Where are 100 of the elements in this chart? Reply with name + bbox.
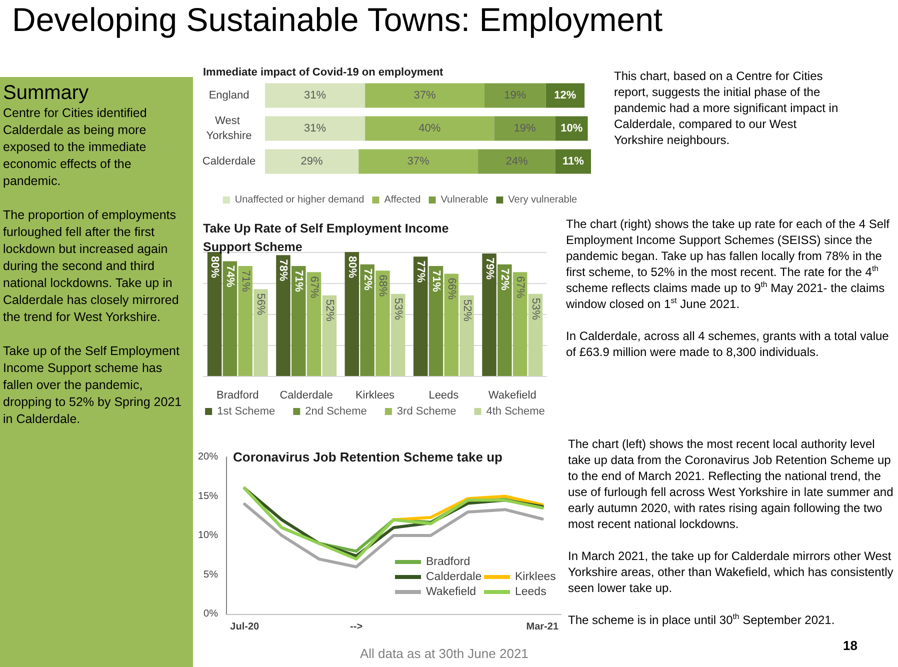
data-label: 19% (514, 122, 536, 134)
data-label: 79% (483, 258, 496, 280)
y-tick-label: 0% (204, 608, 218, 620)
bar (390, 294, 406, 376)
text: This chart, based on a Centre for Cities report, suggests the initial phase of the pandemic had a more significant impact in Calderdale, compared to our West Yorkshire neighbours. (614, 68, 840, 148)
bar (265, 116, 366, 141)
legend-label: Unaffected or higher demand (234, 194, 364, 206)
chart-title: Take Up Rate of Self Employment Income Support Scheme (203, 221, 452, 254)
y-tick-label: West Yorkshire (206, 115, 252, 142)
bar (484, 83, 546, 108)
text: Summary (3, 81, 90, 105)
data-label: 19% (504, 90, 526, 102)
text: The proportion of employments furloughed fell after the first lockdown but increased again during the second and third national lockdowns. Take up in Calderdale has closely mirrored the trend for West Yorkshire. (3, 207, 180, 326)
legend-label: Vulnerable (440, 194, 489, 206)
text: 18 (843, 638, 858, 653)
x-tick-label: --> (350, 622, 363, 632)
text: Centre for Cities identified Calderdale as being more exposed to the immediate economic effects of the pandemic. (3, 105, 148, 190)
bar (482, 254, 496, 376)
data-label: 29% (300, 156, 324, 168)
legend-label: Bradford (426, 556, 470, 568)
data-label: 67% (308, 276, 320, 298)
data-label: 10% (560, 122, 583, 134)
bar (358, 149, 478, 174)
bar (360, 264, 374, 376)
text: The scheme is in place until 30$^{th}$ September 2021. (568, 612, 836, 628)
text: Developing Sustainable Towns: Employment (12, 1, 663, 39)
bar (376, 270, 390, 376)
legend-label: Kirklees (515, 571, 556, 583)
data-label: 53% (392, 298, 404, 320)
bar (478, 149, 556, 174)
bar (265, 149, 359, 174)
bar (460, 295, 474, 376)
data-label: 77% (414, 260, 427, 283)
y-tick-label: England (208, 90, 250, 102)
text: In March 2021, the take up for Calderdale mirrors other West Yorkshire areas, other than Wakefield, which has consistently seen lower take up. (568, 548, 894, 596)
bar (322, 295, 337, 376)
bar (428, 266, 444, 376)
line-series (243, 502, 544, 568)
bar (306, 272, 322, 376)
x-tick-label: Bradford (216, 390, 259, 402)
bar (528, 294, 543, 376)
data-label: 24% (506, 156, 528, 168)
bar (291, 266, 306, 376)
x-tick-label: Mar-21 (526, 622, 559, 632)
legend-label: 4th Scheme (486, 406, 545, 418)
bar (276, 255, 290, 376)
data-label: 80% (208, 256, 221, 278)
bar (444, 274, 459, 376)
y-tick-label: Calderdale (202, 156, 256, 168)
data-label: 53% (529, 298, 542, 320)
legend-label: Calderdale (426, 571, 482, 583)
bar (494, 116, 556, 141)
text: In Calderdale, across all 4 schemes, grants with a total value of £63.9 million were made to 8,300 individuals. (566, 328, 890, 360)
data-label: 78% (277, 259, 290, 282)
y-tick-label: 5% (204, 569, 218, 580)
text: The chart (left) shows the most recent local authority level take up data from the Coronavirus Job Retention Scheme up to the end of March 2021. Reflecting the national trend, the use of furlough fell across West Yorkshire in late summer and early autumn 2020, with rates rising again following the two most recent national lockdowns. (568, 436, 894, 532)
text: Take up of the Self Employment Income Support scheme has fallen over the pandemic, dropping to 52% by Spring 2021 in Calderdale. (3, 343, 183, 428)
legend-label: Affected (384, 194, 421, 206)
data-label: 71% (430, 270, 442, 292)
x-tick-label: Calderdale (280, 390, 333, 402)
bar (498, 264, 512, 376)
x-tick-label: Wakefield (488, 390, 536, 402)
data-label: 71% (292, 270, 305, 292)
legend-label: Leeds (515, 586, 547, 598)
legend-label: 1st Scheme (217, 406, 276, 418)
line-series (392, 494, 544, 522)
data-label: 12% (554, 90, 576, 102)
data-label: 67% (514, 276, 526, 298)
data-label: 31% (304, 122, 326, 134)
data-label: 52% (460, 299, 473, 322)
legend-label: Wakefield (426, 586, 476, 598)
chart-title: Coronavirus Job Retention Scheme take up (233, 449, 503, 464)
text: The chart (right) shows the take up rate for each of the 4 Self Employment Income Support Schemes (SEISS) since the pandemic began. Take up has fallen locally from 78% in the first scheme, to 52% in the most recent. The rate for the 4$^{th}$ scheme reflects claims made up to 9$^{th}$ May 2021- the claims window closed on 1$^{st}$ June 2021. (566, 217, 890, 311)
y-tick-label: 15% (198, 490, 218, 502)
data-label: 80% (346, 256, 358, 278)
data-label: 31% (304, 90, 326, 102)
text: All data as at 30th June 2021 (360, 646, 528, 661)
data-label: 56% (254, 293, 267, 316)
bar (254, 289, 268, 376)
bar (265, 83, 366, 108)
legend-label: 3rd Scheme (396, 406, 456, 418)
data-label: 72% (498, 268, 511, 291)
bar (512, 272, 528, 376)
y-tick-label: 10% (198, 530, 218, 541)
bar (365, 116, 494, 141)
data-label: 37% (414, 90, 436, 102)
data-label: 40% (418, 122, 441, 134)
data-label: 74% (224, 265, 236, 288)
bar (238, 266, 252, 376)
data-label: 71% (239, 270, 252, 292)
x-tick-label: Jul-20 (230, 622, 260, 632)
bar (413, 256, 428, 376)
bar (344, 252, 360, 376)
bar (207, 252, 222, 376)
data-label: 52% (323, 299, 336, 322)
bar (222, 261, 238, 376)
chart-title: Immediate impact of Covid-19 on employment (203, 66, 444, 78)
data-label: 11% (562, 156, 584, 168)
data-label: 68% (376, 274, 389, 297)
x-tick-label: Kirklees (355, 390, 396, 402)
